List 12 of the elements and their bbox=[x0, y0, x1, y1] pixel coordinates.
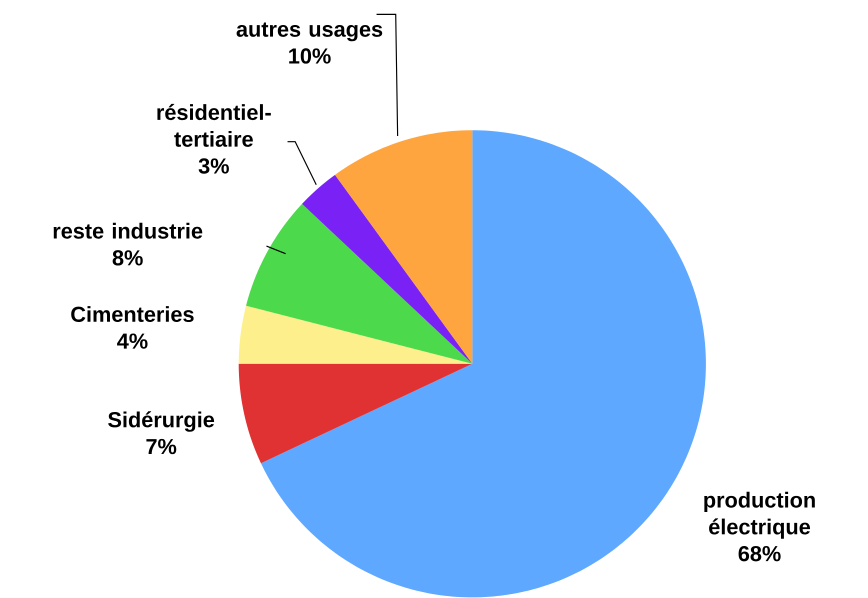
slice-label: Sidérurgie bbox=[108, 411, 214, 432]
data-label: 7% bbox=[146, 438, 176, 454]
slice-label: reste industrie bbox=[54, 222, 202, 239]
data-label: 8% bbox=[112, 250, 143, 266]
data-label: 4% bbox=[117, 333, 148, 349]
data-label: 68% bbox=[738, 546, 781, 562]
slice-label: résidentiel-tertiaire bbox=[157, 104, 271, 147]
slice-label: autres usages bbox=[236, 22, 382, 42]
slice-label: production électrique bbox=[704, 492, 815, 539]
slice-label: Cimenteries bbox=[71, 306, 194, 322]
data-label: 3% bbox=[198, 158, 229, 174]
data-label: 10% bbox=[289, 48, 331, 64]
